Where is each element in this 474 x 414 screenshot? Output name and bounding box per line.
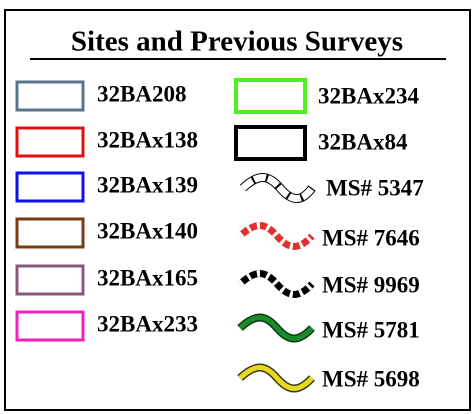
legend-frame <box>4 9 471 411</box>
survey-label: MS# 5781 <box>322 317 420 342</box>
site-swatch <box>15 80 85 112</box>
site-swatch <box>15 126 85 158</box>
site-swatch <box>15 171 85 203</box>
survey-symbol <box>237 363 315 393</box>
site-swatch <box>15 217 85 249</box>
survey-symbol <box>237 270 315 298</box>
survey-label: MS# 5698 <box>322 366 420 391</box>
site-swatch <box>234 125 307 161</box>
site-swatch <box>15 310 85 342</box>
survey-label: MS# 9969 <box>322 272 420 297</box>
site-swatch <box>15 264 85 296</box>
survey-symbol <box>239 173 316 203</box>
site-label: 32BAx165 <box>97 265 198 290</box>
site-label: 32BAx233 <box>97 311 198 336</box>
site-label: 32BAx138 <box>97 127 198 152</box>
site-label: 32BAx234 <box>318 83 419 108</box>
survey-symbol <box>237 222 315 250</box>
survey-symbol <box>237 313 315 343</box>
survey-label: MS# 5347 <box>326 175 424 200</box>
survey-label: MS# 7646 <box>322 225 420 250</box>
site-label: 32BAx140 <box>97 218 198 243</box>
site-swatch <box>234 78 307 114</box>
site-label: 32BAx84 <box>318 129 408 154</box>
site-label: 32BA208 <box>97 81 186 106</box>
site-label: 32BAx139 <box>97 172 198 197</box>
legend-title: Sites and Previous Surveys <box>71 26 403 58</box>
